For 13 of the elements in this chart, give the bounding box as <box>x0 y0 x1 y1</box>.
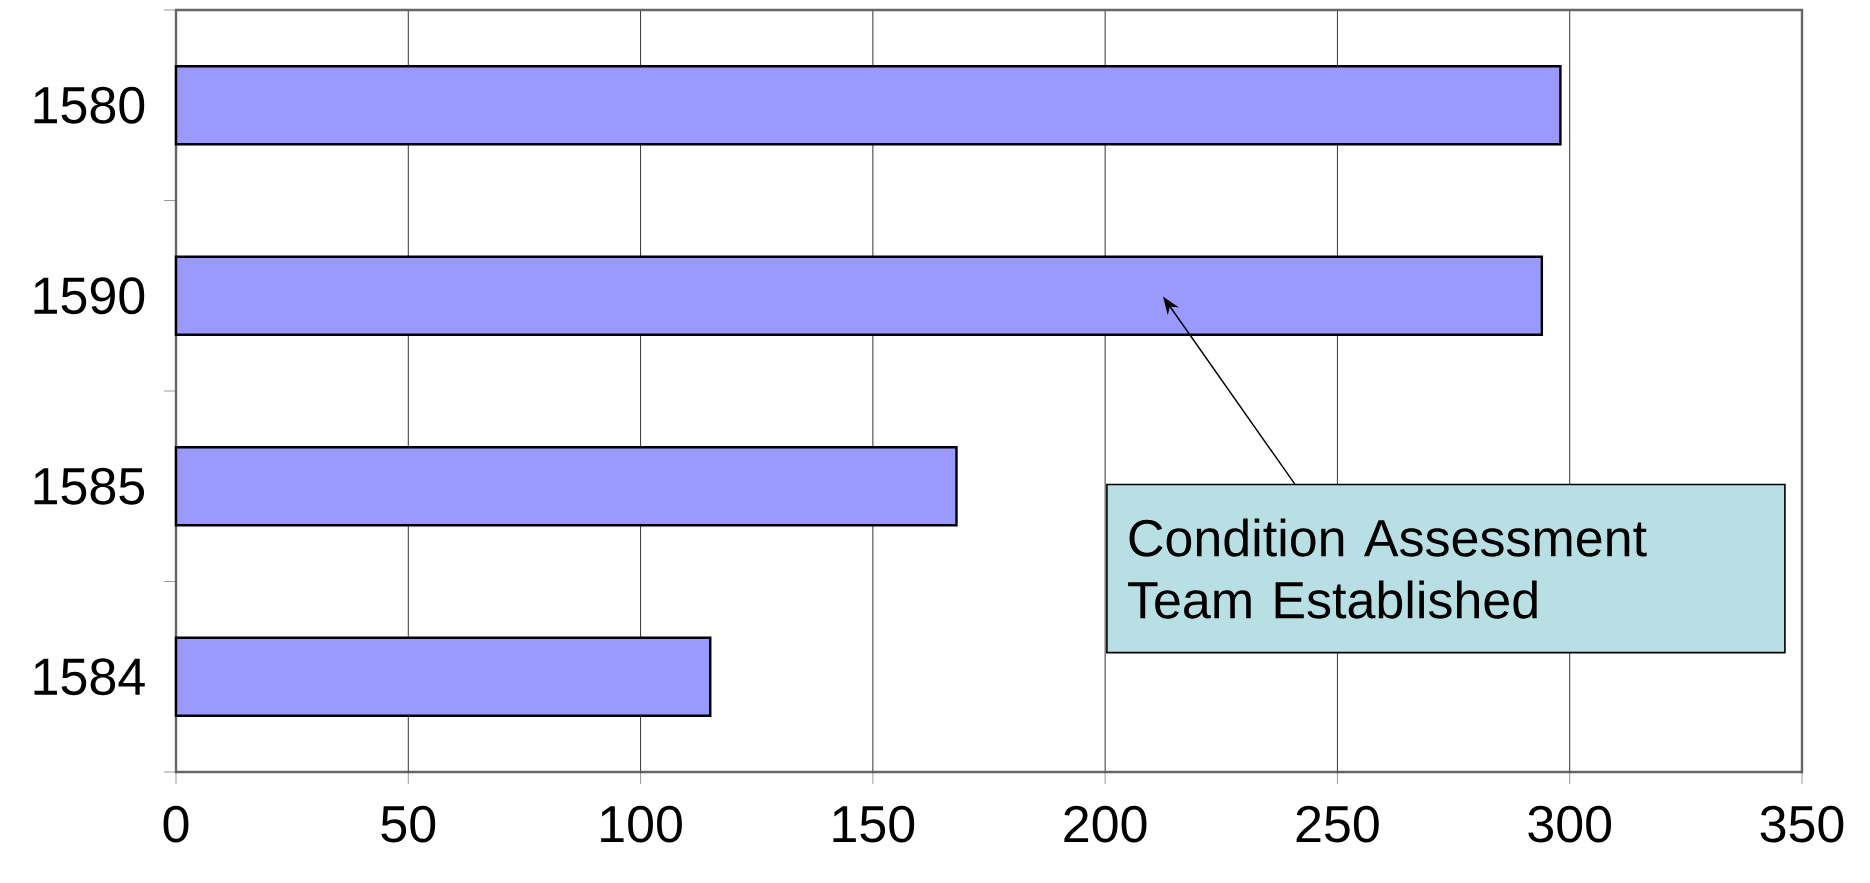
x-tick-label: 300 <box>1528 805 1612 843</box>
y-tick-label: 1585 <box>34 467 145 505</box>
x-tick-label: 100 <box>601 805 682 843</box>
x-tick-label: 50 <box>381 805 436 843</box>
x-tick-label: 150 <box>833 805 915 843</box>
x-tick-label: 200 <box>1064 805 1147 843</box>
annotation: Condition Assessment Team Established <box>1128 518 1647 619</box>
y-tick-label: 1580 <box>34 86 145 124</box>
x-tick-label: 0 <box>163 805 189 843</box>
y-tick-label: 1590 <box>34 277 145 315</box>
y-tick-label: 1584 <box>34 658 145 696</box>
x-tick-label: 350 <box>1760 805 1844 843</box>
x-tick-label: 250 <box>1296 805 1379 843</box>
